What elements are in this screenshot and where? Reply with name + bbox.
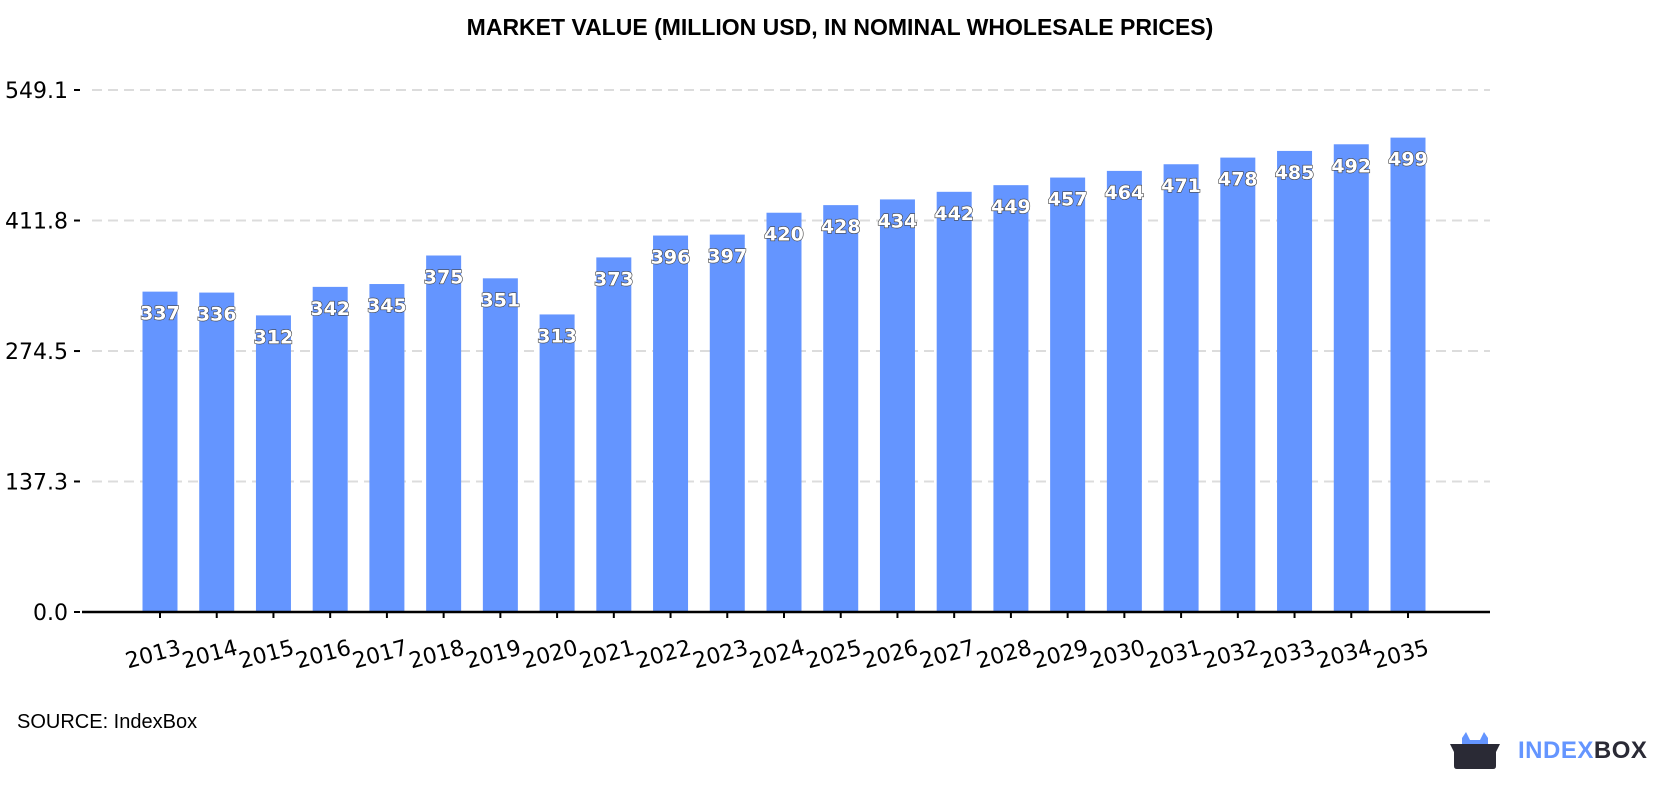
bar-2025 [823,205,859,612]
data-label-2013: 337 [140,303,180,325]
data-label-2020: 313 [537,325,577,347]
data-label-2034: 492 [1331,155,1371,177]
x-tick-label: 2030 [1087,636,1148,675]
bar-2035 [1390,137,1426,613]
x-tick-label: 2019 [463,636,524,675]
bar-2016 [312,286,348,612]
bar-2018 [426,255,462,612]
data-label-2016: 342 [310,298,350,320]
bar-2024 [766,212,802,613]
x-tick-label: 2015 [236,636,297,675]
data-label-2022: 396 [651,247,691,269]
data-label-2026: 434 [878,210,918,232]
data-label-2023: 397 [707,246,747,268]
bar-2034 [1333,144,1369,612]
data-label-2018: 375 [424,267,464,289]
data-label-2014: 336 [197,304,237,326]
x-tick-label: 2027 [917,636,978,675]
bar-2028 [993,185,1029,612]
data-label-2035: 499 [1388,149,1428,171]
indexbox-logo: INDEXBOX [1450,732,1647,770]
x-tick-label: 2018 [407,636,468,675]
bar-2019 [482,278,518,612]
bar-2030 [1106,170,1142,612]
bar-2022 [653,235,689,612]
bar-2017 [369,284,405,612]
data-label-2032: 478 [1218,169,1258,191]
bar-2033 [1277,150,1313,612]
data-label-2025: 428 [821,216,861,238]
x-tick-label: 2029 [1031,636,1092,675]
bar-2031 [1163,164,1199,613]
x-tick-label: 2013 [123,636,184,675]
data-label-2027: 442 [934,203,974,225]
bar-2021 [596,257,632,612]
box-logo-icon [1450,732,1500,769]
data-label-2031: 471 [1161,175,1201,197]
data-label-2024: 420 [764,224,804,246]
data-label-2030: 464 [1105,182,1145,204]
data-label-2033: 485 [1275,162,1315,184]
x-tick-label: 2025 [804,636,865,675]
x-tick-label: 2023 [690,636,751,675]
data-label-2019: 351 [481,289,521,311]
x-tick-label: 2035 [1371,636,1432,675]
bar-2014 [199,292,235,612]
source-text: SOURCE: IndexBox [17,711,198,733]
bar-2027 [936,191,972,612]
logo-text-index: INDEX [1518,737,1594,764]
data-label-2015: 312 [254,326,294,348]
y-tick-label: 274.5 [5,340,68,365]
x-tick-label: 2024 [747,636,808,675]
bar-2013 [142,291,178,612]
bar-2023 [709,234,745,613]
bar-2026 [879,199,915,612]
x-tick-label: 2016 [293,636,354,675]
bar-chart: 337 336 312 342 345 375 351 313 373 396 397 420 428 4… [5,79,1490,675]
x-tick-label: 2031 [1144,636,1205,675]
data-label-2017: 345 [367,295,407,317]
bar-2015 [255,315,291,612]
x-tick-label: 2021 [577,636,638,675]
y-tick-label: 411.8 [5,210,68,235]
data-label-2021: 373 [594,268,634,290]
data-label-2028: 449 [991,196,1031,218]
bar-2032 [1220,157,1256,612]
bar-2029 [1050,177,1086,612]
chart-title: MARKET VALUE (MILLION USD, IN NOMINAL WH… [466,14,1214,40]
x-tick-label: 2017 [350,636,411,675]
logo-text-box: BOX [1593,737,1648,764]
x-tick-label: 2020 [520,636,581,675]
x-tick-label: 2022 [634,636,695,675]
y-tick-label: 137.3 [5,470,68,495]
bar-2020 [539,314,575,612]
data-label-2029: 457 [1048,189,1088,211]
x-tick-label: 2033 [1258,636,1319,675]
x-tick-label: 2032 [1201,636,1262,675]
y-tick-label: 549.1 [5,79,68,104]
x-tick-label: 2026 [860,636,921,675]
x-tick-label: 2034 [1314,636,1375,675]
y-tick-label: 0.0 [33,601,68,626]
x-tick-label: 2028 [974,636,1035,675]
x-tick-label: 2014 [180,636,241,675]
